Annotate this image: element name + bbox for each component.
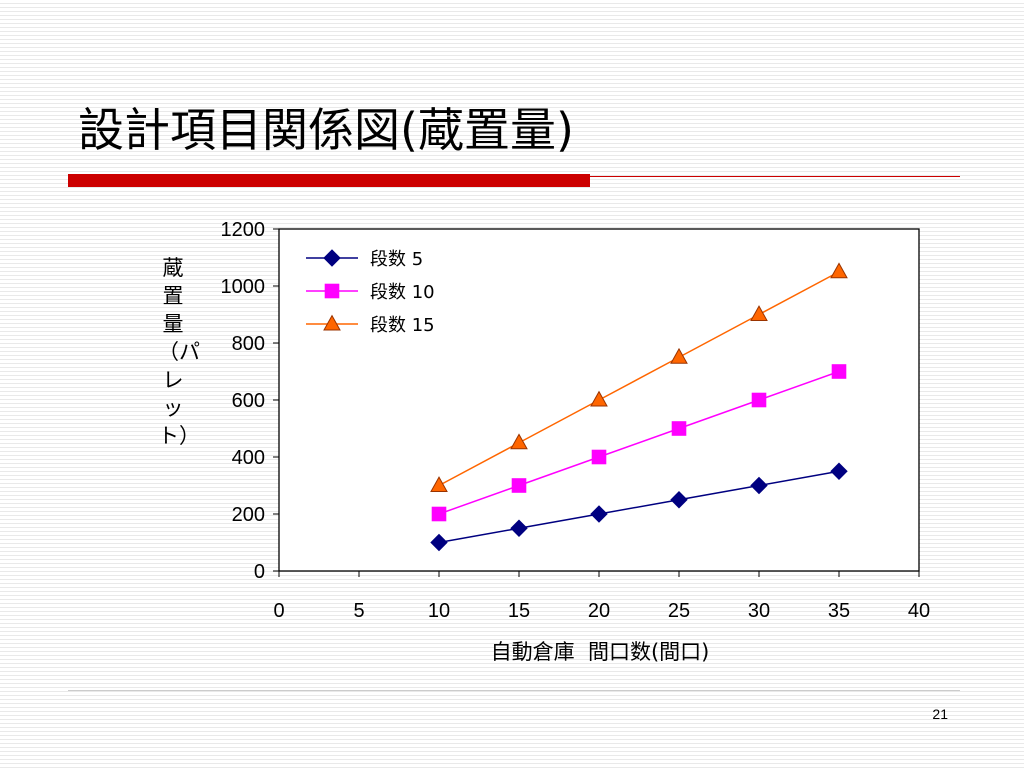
data-point: [751, 392, 767, 408]
legend-label: 段数 10: [370, 282, 435, 303]
y-tick-label: 1000: [221, 276, 266, 298]
data-point: [590, 505, 608, 523]
data-point: [670, 491, 688, 509]
data-point: [830, 262, 848, 279]
x-tick-label: 0: [273, 600, 284, 622]
series-line: [438, 370, 840, 515]
data-point: [591, 449, 607, 465]
data-point: [750, 476, 768, 495]
y-tick-label: 400: [232, 447, 265, 469]
footer-divider: [68, 690, 960, 691]
data-point: [510, 433, 528, 450]
y-tick-label: 200: [232, 504, 265, 526]
x-tick-label: 20: [588, 600, 610, 622]
data-point: [511, 478, 527, 493]
x-tick-label: 35: [828, 600, 850, 622]
legend-marker: [324, 283, 340, 299]
x-tick-label: 25: [668, 600, 690, 622]
data-point: [830, 462, 848, 480]
x-tick-label: 40: [908, 600, 930, 622]
y-tick-label: 600: [232, 390, 265, 412]
series-line: [438, 271, 840, 487]
data-point: [750, 305, 768, 321]
x-tick-label: 15: [508, 600, 530, 622]
y-tick-label: 800: [232, 333, 265, 355]
legend-label: 段数 15: [370, 315, 435, 336]
x-axis-label: 自動倉庫 間口数(間口): [490, 640, 710, 664]
data-point: [831, 364, 847, 379]
data-point: [431, 506, 447, 522]
data-point: [670, 347, 688, 364]
y-tick-label: 0: [254, 561, 265, 583]
legend-label: 段数 5: [370, 249, 423, 270]
data-point: [510, 519, 528, 537]
legend-marker: [323, 314, 341, 331]
series-line: [438, 470, 840, 544]
data-point: [430, 476, 448, 492]
data-point: [430, 533, 448, 552]
legend-marker: [323, 249, 341, 267]
data-point: [671, 421, 687, 436]
x-tick-label: 5: [353, 600, 364, 622]
slide-title: 設計項目関係図(蔵置量): [78, 103, 574, 157]
data-point: [590, 390, 608, 407]
x-tick-label: 30: [748, 600, 770, 622]
title-underline-accent: [68, 174, 590, 187]
y-tick-label: 1200: [221, 219, 266, 241]
x-tick-label: 10: [428, 600, 450, 622]
page-number: 21: [932, 706, 948, 722]
